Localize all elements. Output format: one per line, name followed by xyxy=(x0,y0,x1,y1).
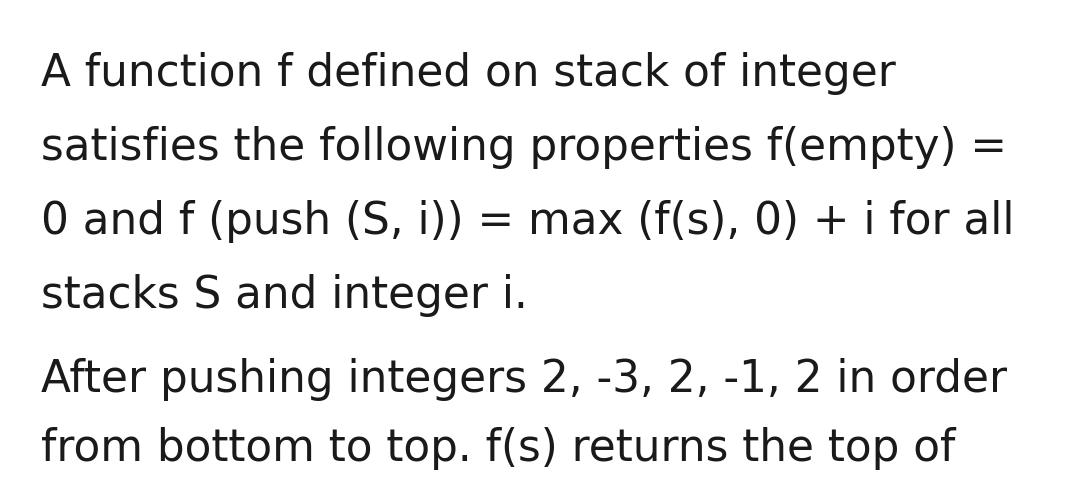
Text: from bottom to top. f(s) returns the top of: from bottom to top. f(s) returns the top… xyxy=(41,427,956,470)
Text: After pushing integers 2, -3, 2, -1, 2 in order: After pushing integers 2, -3, 2, -1, 2 i… xyxy=(41,358,1008,401)
Text: A function f defined on stack of integer: A function f defined on stack of integer xyxy=(41,52,896,95)
Text: 0 and f (push (S, i)) = max (f(s), 0) + i for all: 0 and f (push (S, i)) = max (f(s), 0) + … xyxy=(41,200,1014,243)
Text: satisfies the following properties f(empty) =: satisfies the following properties f(emp… xyxy=(41,126,1007,169)
Text: stacks S and integer i.: stacks S and integer i. xyxy=(41,274,528,317)
